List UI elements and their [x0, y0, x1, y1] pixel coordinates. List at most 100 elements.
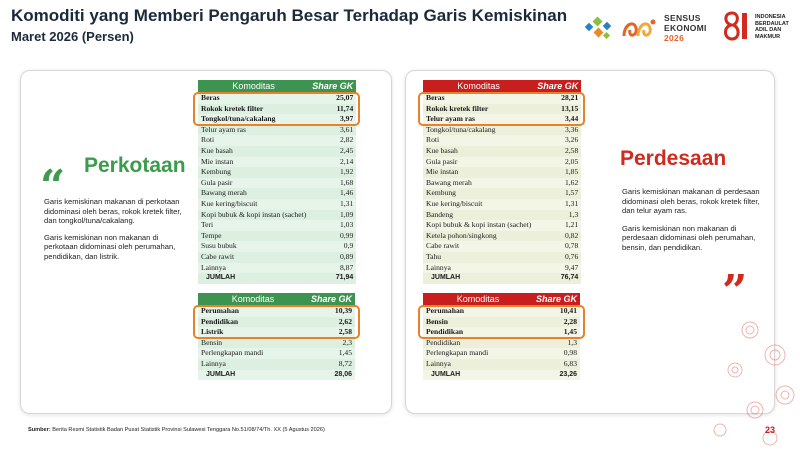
commodity-name: Tempe — [198, 230, 310, 242]
share-value: 2,28 — [532, 316, 580, 328]
commodity-name: Rokok kretek filter — [198, 103, 310, 115]
total-label: JUMLAH — [423, 369, 533, 381]
ri-line: INDONESIA — [755, 14, 786, 20]
share-value: 11,74 — [309, 103, 357, 115]
share-value: 3,61 — [309, 124, 357, 136]
table-row: Cabe rawit 0,78 — [423, 241, 582, 252]
commodity-name: Lainnya — [423, 358, 533, 370]
perdesaan-heading: Perdesaan — [620, 147, 727, 170]
col-header-share: Share GK — [307, 293, 355, 306]
commodity-name: Beras — [198, 93, 310, 104]
share-value: 0,82 — [534, 230, 582, 242]
commodity-name: Cabe rawit — [198, 251, 310, 263]
table-row: Kembung 1,57 — [423, 188, 582, 199]
total-value: 28,06 — [307, 369, 355, 381]
table-row: Beras 25,07 — [198, 93, 357, 104]
table-row: Gula pasir 1,68 — [198, 177, 357, 189]
commodity-name: Cabe rawit — [423, 241, 535, 252]
table-row: Tongkol/tuna/cakalang 3,97 — [198, 114, 357, 125]
table-row: Telur ayam ras 3,44 — [423, 114, 582, 125]
share-value: 28,21 — [534, 93, 582, 104]
table-row: Roti 3,26 — [423, 135, 582, 146]
share-value: 10,41 — [532, 306, 580, 317]
commodity-name: Bawang merah — [198, 188, 310, 199]
total-label: JUMLAH — [423, 273, 535, 284]
table-row: Kopi bubuk & kopi instan (sachet) 1,21 — [423, 220, 582, 231]
perkotaan-food-desc: Garis kemiskinan makanan di perkotaan di… — [44, 197, 182, 226]
commodity-name: Kue basah — [423, 145, 535, 157]
table-row: Kue kering/biscuit 1,31 — [198, 198, 357, 210]
table-row: Kopi bubuk & kopi instan (sachet) 1,09 — [198, 209, 357, 221]
commodity-name: Ketela pohon/singkong — [423, 230, 535, 242]
commodity-name: Pendidikan — [423, 327, 533, 338]
table-row: Tempe 0,99 — [198, 230, 357, 242]
table-row: Bawang merah 1,46 — [198, 188, 357, 199]
table-header-row: Komoditas Share GK — [423, 293, 580, 306]
perdesaan-nonfood-table: Komoditas Share GK Perumahan 10,41 Bensin 2… — [423, 293, 580, 381]
share-value: 3,97 — [309, 114, 357, 125]
total-label: JUMLAH — [198, 369, 308, 381]
table-row: Listrik 2,58 — [198, 327, 355, 338]
table-row: Tongkol/tuna/cakalang 3,36 — [423, 124, 582, 136]
bps-logo-icon — [584, 16, 612, 40]
share-value: 1,3 — [532, 337, 580, 349]
share-value: 2,14 — [309, 156, 357, 168]
table-row: Perlengkapan mandi 0,98 — [423, 348, 580, 359]
commodity-name: Mie instan — [423, 167, 535, 178]
table-row: Perlengkapan mandi 1,45 — [198, 348, 355, 359]
commodity-name: Pendidikan — [423, 337, 533, 349]
perdesaan-nonfood-desc: Garis kemiskinan non makanan di perdesaa… — [622, 223, 756, 252]
share-value: 1,45 — [532, 327, 580, 338]
table-row: Perumahan 10,39 — [198, 306, 355, 317]
sensus-year: 2026 — [664, 33, 685, 43]
share-value: 1,3 — [534, 209, 582, 221]
col-header-komoditas: Komoditas — [423, 293, 533, 306]
commodity-name: Teri — [198, 220, 310, 231]
commodity-name: Listrik — [198, 327, 308, 338]
share-value: 1,45 — [307, 348, 355, 359]
commodity-name: Gula pasir — [198, 177, 310, 189]
commodity-name: Kue kering/biscuit — [423, 198, 535, 210]
perkotaan-heading: Perkotaan — [84, 154, 186, 177]
total-row: JUMLAH 23,26 — [423, 369, 580, 381]
share-value: 1,92 — [309, 167, 357, 178]
commodity-name: Lainnya — [423, 262, 535, 274]
page-subtitle: Maret 2026 (Persen) — [11, 29, 134, 44]
ri-line: MAKMUR — [755, 33, 781, 40]
share-value: 1,09 — [309, 209, 357, 221]
indonesia-berdaulat-text: INDONESIA BERDAULAT ADIL DAN MAKMUR — [755, 14, 800, 40]
perkotaan-nonfood-desc: Garis kemiskinan non makanan di perkotaa… — [44, 232, 176, 261]
table-row: Rokok kretek filter 13,15 — [423, 103, 582, 115]
table-row: Tahu 0,76 — [423, 251, 582, 263]
sensus-ekonomi-text: SENSUS EKONOMI 2026 — [664, 13, 707, 43]
commodity-name: Roti — [423, 135, 535, 146]
table-row: Pendidikan 1,45 — [423, 327, 580, 338]
ekonomi-line: EKONOMI — [664, 23, 707, 33]
commodity-name: Kopi bubuk & kopi instan (sachet) — [423, 220, 535, 231]
total-row: JUMLAH 71,94 — [198, 273, 357, 284]
share-value: 6,83 — [532, 358, 580, 370]
page-number: 23 — [765, 425, 776, 435]
share-value: 1,68 — [309, 177, 357, 189]
share-value: 1,46 — [309, 188, 357, 199]
commodity-name: Rokok kretek filter — [423, 103, 535, 115]
share-value: 2,82 — [309, 135, 357, 146]
col-header-share: Share GK — [309, 80, 357, 93]
commodity-name: Perlengkapan mandi — [423, 348, 533, 359]
share-value: 9,47 — [534, 262, 582, 274]
table-row: Rokok kretek filter 11,74 — [198, 103, 357, 115]
share-value: 2,58 — [307, 327, 355, 338]
commodity-name: Telur ayam ras — [423, 114, 535, 125]
share-value: 1,21 — [534, 220, 582, 231]
share-value: 3,44 — [534, 114, 582, 125]
commodity-name: Kembung — [423, 188, 535, 199]
commodity-name: Tongkol/tuna/cakalang — [198, 114, 310, 125]
table-row: Pendidikan 2,62 — [198, 316, 355, 328]
table-row: Gula pasir 2,05 — [423, 156, 582, 168]
commodity-name: Pendidikan — [198, 316, 308, 328]
share-value: 1,62 — [534, 177, 582, 189]
commodity-name: Mie instan — [198, 156, 310, 168]
share-value: 25,07 — [309, 93, 357, 104]
share-value: 10,39 — [307, 306, 355, 317]
col-header-komoditas: Komoditas — [198, 293, 308, 306]
